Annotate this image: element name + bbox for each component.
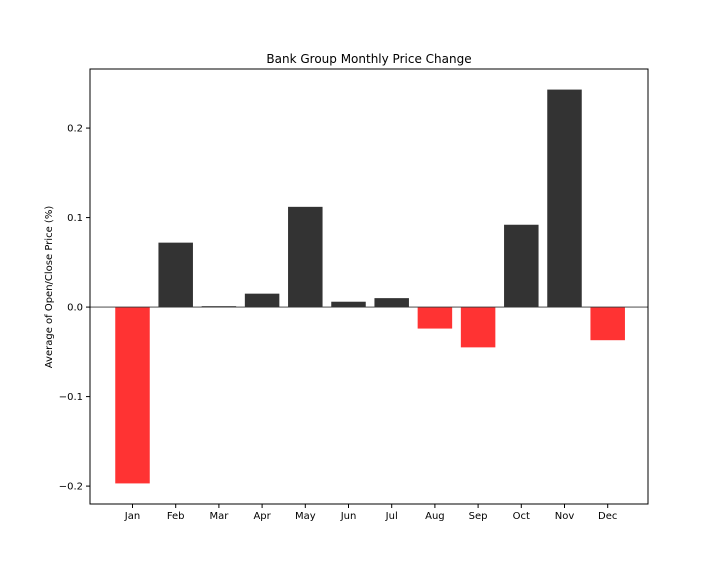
x-tick-label: Jun	[340, 511, 357, 522]
y-tick-label: 0.2	[67, 124, 83, 135]
bar-may	[288, 206, 323, 308]
bar-apr	[244, 293, 280, 308]
x-tick-label: Feb	[167, 511, 185, 522]
plot-area	[90, 89, 648, 484]
bar-sep	[460, 307, 496, 348]
x-tick-label: Sep	[469, 511, 488, 522]
y-axis: −0.2 −0.1 0.0 0.1 0.2	[59, 124, 90, 493]
bar-jun	[331, 301, 366, 308]
bar-mar	[201, 306, 237, 308]
bar-aug	[417, 307, 453, 329]
x-tick-label: May	[295, 511, 316, 522]
bar-nov	[547, 89, 582, 308]
plot-frame	[89, 68, 649, 505]
chart-title: Bank Group Monthly Price Change	[266, 52, 471, 66]
y-axis-label: Average of Open/Close Price (%)	[44, 206, 55, 369]
x-tick-label: Mar	[209, 511, 229, 522]
x-tick-label: Nov	[555, 511, 575, 522]
y-tick-label: 0.1	[67, 213, 83, 224]
y-tick-label: −0.2	[59, 482, 83, 493]
x-axis: Jan Feb Mar Apr May Jun Jul Aug Sep Oct Nov Dec	[124, 504, 617, 522]
bar-dec	[590, 307, 625, 341]
x-tick-label: Jul	[385, 511, 398, 522]
bar-feb	[158, 242, 193, 308]
bar-oct	[504, 224, 539, 308]
x-tick-label: Apr	[253, 511, 271, 522]
x-tick-label: Oct	[513, 511, 530, 522]
x-tick-label: Dec	[598, 511, 617, 522]
x-tick-label: Aug	[425, 511, 445, 522]
bar-jan	[115, 307, 150, 484]
x-tick-label: Jan	[124, 511, 140, 522]
y-tick-label: −0.1	[59, 392, 83, 403]
bar-jul	[374, 298, 409, 308]
y-tick-label: 0.0	[67, 303, 83, 314]
